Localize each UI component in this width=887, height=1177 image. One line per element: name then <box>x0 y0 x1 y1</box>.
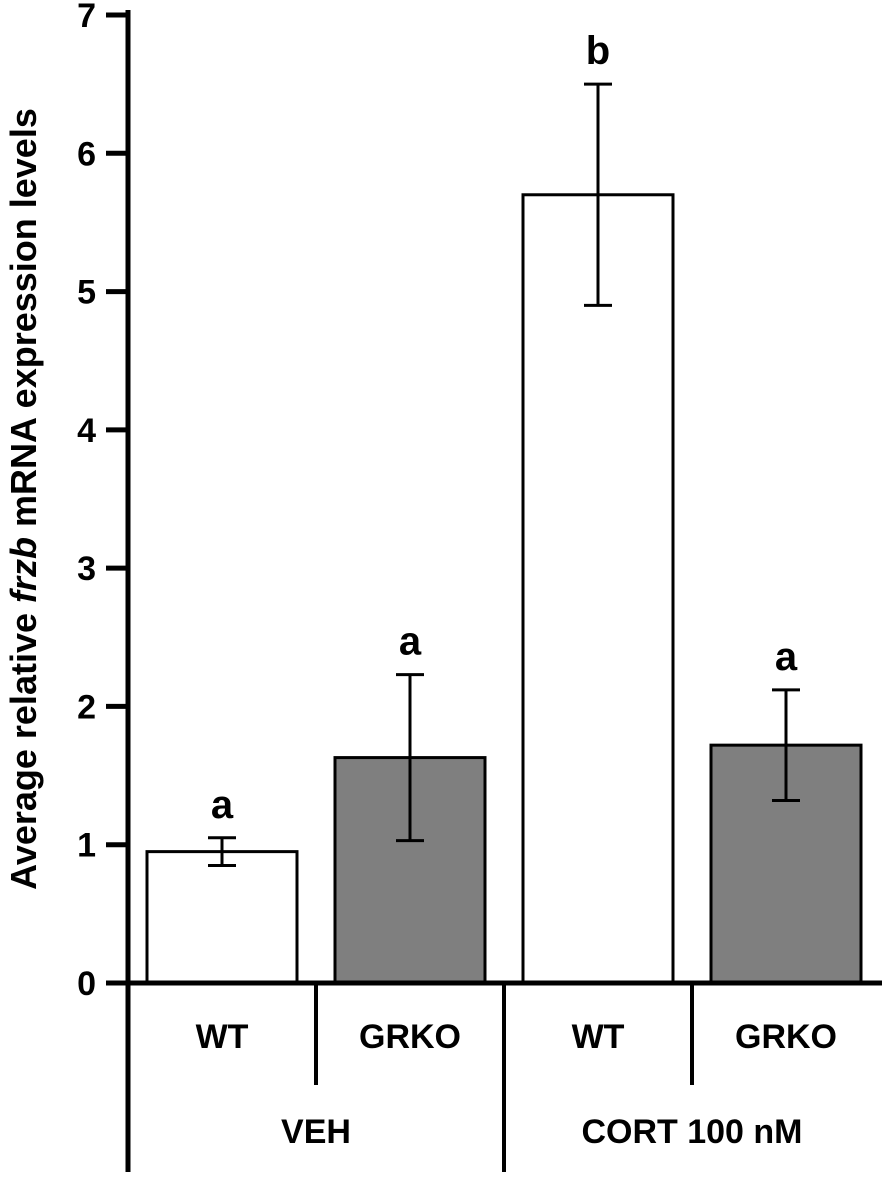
significance-letter: a <box>775 635 798 679</box>
bar-wt-2 <box>521 193 675 985</box>
y-tick-label: 3 <box>77 550 96 588</box>
significance-letter: a <box>211 783 234 827</box>
significance-letter: b <box>586 29 610 73</box>
bar-wt-0 <box>145 850 299 985</box>
x-category-label: WT <box>572 1018 625 1056</box>
y-axis-title: Average relative frzb mRNA expression le… <box>3 108 44 890</box>
y-tick-label: 5 <box>77 274 96 312</box>
y-tick-label: 6 <box>77 135 96 173</box>
y-tick-label: 7 <box>77 0 96 35</box>
x-category-label: WT <box>196 1018 249 1056</box>
x-group-label: CORT 100 nM <box>581 1113 802 1151</box>
y-tick-label: 1 <box>77 827 96 865</box>
significance-letter: a <box>399 620 422 664</box>
x-group-label: VEH <box>281 1113 351 1151</box>
x-category-label: GRKO <box>359 1018 461 1056</box>
x-category-label: GRKO <box>735 1018 837 1056</box>
y-tick-label: 2 <box>77 688 96 726</box>
y-tick-label: 0 <box>77 965 96 1003</box>
y-tick-label: 4 <box>77 412 96 450</box>
